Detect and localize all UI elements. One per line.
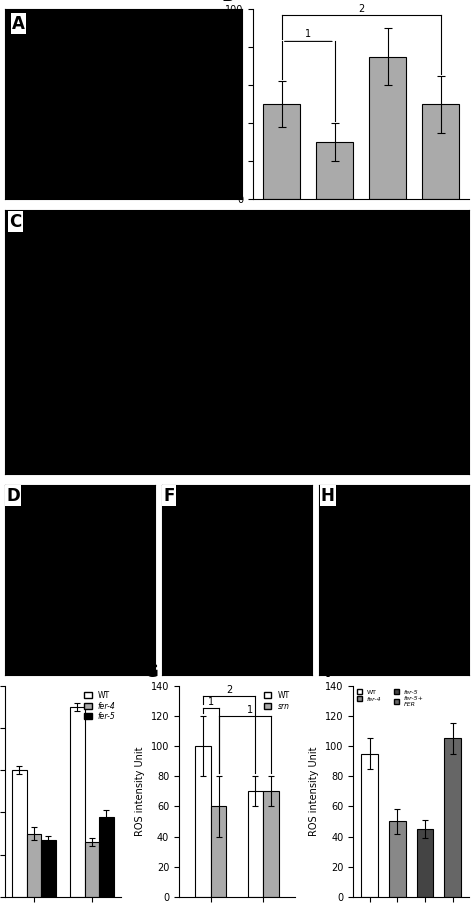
Y-axis label: ROS intensity Unit: ROS intensity Unit	[210, 60, 220, 149]
Bar	[389, 822, 406, 897]
Text: A: A	[12, 14, 25, 33]
Bar	[70, 707, 84, 897]
Bar	[27, 834, 41, 897]
Text: C: C	[9, 213, 22, 230]
Bar	[316, 142, 354, 199]
Text: I: I	[324, 663, 330, 681]
Bar	[422, 104, 459, 199]
Legend: WT, fer-4, fer-5: WT, fer-4, fer-5	[82, 689, 117, 723]
Bar	[264, 791, 279, 897]
Text: 1: 1	[247, 705, 253, 715]
Bar	[361, 754, 378, 897]
Bar	[444, 738, 461, 897]
Y-axis label: ROS intensity Unit: ROS intensity Unit	[310, 747, 319, 836]
Text: G: G	[144, 663, 158, 681]
Text: 1: 1	[305, 30, 311, 40]
Text: F: F	[164, 487, 175, 505]
Text: 2: 2	[226, 686, 232, 696]
Text: H: H	[321, 487, 335, 505]
Legend: WT, srn: WT, srn	[262, 689, 291, 712]
Bar	[417, 829, 433, 897]
Bar	[247, 791, 264, 897]
Bar	[263, 104, 301, 199]
Bar	[195, 746, 210, 897]
Text: 1: 1	[208, 697, 214, 707]
Bar	[41, 840, 55, 897]
Text: B: B	[221, 0, 234, 5]
Text: 2: 2	[358, 4, 365, 14]
Text: D: D	[6, 487, 20, 505]
Bar	[84, 842, 99, 897]
Legend: WT, fer-4, fer-5, fer-5+
FER: WT, fer-4, fer-5, fer-5+ FER	[356, 689, 425, 708]
Bar	[12, 770, 27, 897]
Y-axis label: ROS intensity Unit: ROS intensity Unit	[135, 747, 145, 836]
Bar	[210, 806, 227, 897]
Bar	[369, 56, 406, 199]
Bar	[99, 816, 114, 897]
